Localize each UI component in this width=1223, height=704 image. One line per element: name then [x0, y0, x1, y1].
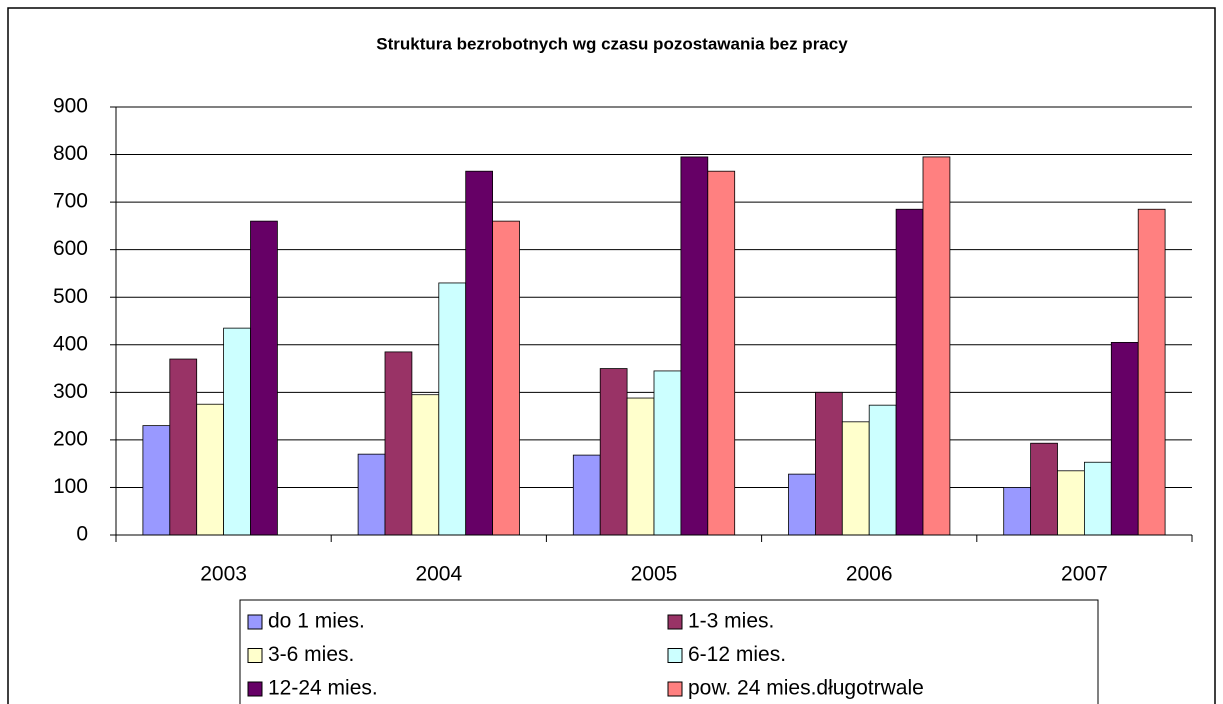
y-tick-label: 500 — [53, 285, 88, 308]
y-tick-label: 100 — [53, 475, 88, 498]
bar — [707, 170, 736, 536]
chart-title: Struktura bezrobotnych wg czasu pozostaw… — [376, 34, 848, 53]
legend-swatch — [247, 648, 263, 663]
x-tick-label: 2007 — [1061, 563, 1108, 586]
bar — [1003, 487, 1032, 536]
legend-label: 3-6 mies. — [268, 643, 354, 666]
legend-label: 6-12 mies. — [688, 643, 786, 666]
bar — [250, 220, 278, 536]
y-tick-label: 0 — [76, 523, 88, 546]
legend-swatch — [247, 681, 263, 697]
y-tick-label: 400 — [53, 332, 88, 355]
y-tick-label: 800 — [53, 142, 88, 165]
x-tick-label: 2005 — [631, 563, 678, 586]
bar — [895, 208, 924, 536]
y-tick-label: 600 — [53, 237, 88, 260]
bar — [357, 453, 386, 536]
legend-swatch — [667, 648, 683, 663]
bar — [1057, 470, 1085, 536]
legend-label: 1-3 mies. — [688, 610, 774, 633]
legend-label: do 1 mies. — [268, 610, 365, 633]
bar — [680, 156, 709, 536]
legend-swatch — [247, 614, 263, 630]
x-tick-label: 2004 — [415, 563, 462, 586]
bar — [599, 368, 628, 536]
bar — [788, 473, 816, 536]
y-tick-label: 200 — [53, 427, 88, 450]
y-tick-label: 900 — [53, 95, 88, 118]
bar — [411, 394, 440, 536]
bar — [815, 391, 843, 536]
chart-frame — [7, 7, 1216, 704]
bar — [1110, 341, 1139, 536]
bar — [572, 454, 601, 536]
bar — [223, 327, 251, 536]
y-tick-label: 300 — [53, 380, 88, 403]
bar — [142, 425, 171, 536]
x-tick-label: 2006 — [846, 563, 893, 586]
legend-swatch — [667, 681, 683, 697]
bar — [922, 156, 951, 536]
y-tick-label: 700 — [53, 190, 88, 213]
legend-label: pow. 24 mies.długotrwale — [688, 677, 924, 700]
legend-swatch — [667, 614, 683, 630]
bar — [1030, 442, 1058, 536]
legend-label: 12-24 mies. — [268, 677, 378, 700]
bar — [1137, 208, 1166, 536]
bar — [169, 358, 198, 536]
bar — [653, 370, 682, 536]
bar — [492, 220, 520, 536]
bar — [626, 397, 655, 536]
bar — [438, 282, 467, 536]
bar — [465, 170, 494, 536]
bar — [384, 351, 413, 536]
bar — [868, 404, 897, 536]
x-tick-label: 2003 — [200, 563, 247, 586]
bar — [196, 403, 224, 536]
bar — [841, 421, 870, 536]
bar — [1084, 461, 1112, 536]
